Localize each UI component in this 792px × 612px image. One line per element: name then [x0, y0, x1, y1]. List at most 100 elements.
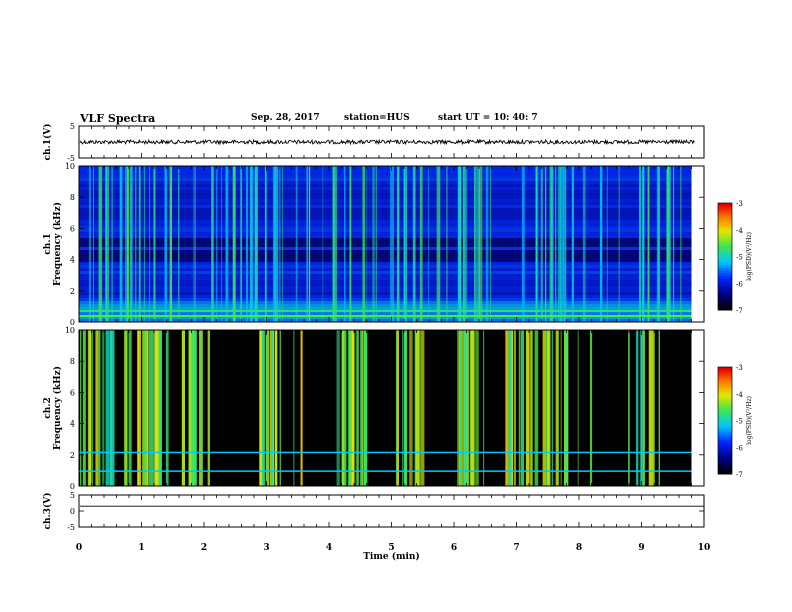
sferic-line — [428, 166, 429, 322]
colorbar-cell — [718, 409, 732, 413]
frequency-band — [79, 247, 692, 250]
sferic-line — [446, 166, 448, 322]
frequency-band — [79, 184, 692, 187]
colorbar-cell — [718, 219, 732, 223]
colorbar-cell — [718, 391, 732, 395]
burst-line — [341, 330, 345, 486]
colorbar-cell — [718, 399, 732, 403]
sferic-line — [240, 166, 243, 322]
sferic-line — [618, 166, 620, 322]
sferic-line — [143, 166, 145, 322]
spectrogram-empty-area — [691, 166, 704, 322]
sferic-line — [485, 166, 489, 322]
colorbar-cell — [718, 407, 732, 411]
panel-3-ylabel-line2: Frequency (kHz) — [52, 366, 63, 450]
y-tick-label: 0 — [70, 507, 75, 516]
colorbar-tick-label: -5 — [736, 254, 743, 262]
colorbar-cell — [718, 285, 732, 290]
panel-3-spectrogram — [79, 330, 704, 486]
burst-line — [91, 330, 93, 486]
burst-line — [636, 330, 639, 486]
sferic-line — [216, 166, 218, 322]
frequency-band — [79, 232, 692, 235]
burst-line — [404, 330, 407, 486]
burst-line — [530, 330, 533, 486]
y-tick-label: -5 — [67, 154, 75, 163]
burst-line — [149, 330, 153, 486]
x-tick-label: 10 — [698, 543, 711, 553]
sferic-line — [232, 166, 236, 322]
frequency-band — [79, 229, 692, 232]
burst-line — [518, 330, 521, 486]
burst-line — [396, 330, 400, 486]
colorbar-2: -3 -4 -5 -6 -7 log(PSD)(V²/Hz) — [717, 364, 753, 479]
y-tick-label: 5 — [70, 122, 75, 131]
burst-line — [363, 330, 368, 486]
sferic-line — [276, 166, 279, 322]
colorbar-cell — [718, 299, 732, 303]
sferic-line — [642, 166, 645, 322]
sferic-line — [571, 166, 574, 322]
sferic-line — [558, 166, 561, 322]
colorbar-cell — [718, 383, 732, 387]
colorbar-cell — [718, 433, 732, 438]
burst-line — [99, 330, 101, 486]
burst-line — [508, 330, 512, 486]
frequency-band — [79, 175, 692, 178]
burst-line — [403, 330, 405, 486]
colorbar-cell — [718, 369, 732, 373]
sferic-line — [457, 166, 461, 322]
sferic-line — [194, 166, 196, 322]
sferic-line — [282, 166, 284, 322]
burst-line — [105, 330, 110, 486]
colorbar-cell — [718, 203, 732, 207]
burst-line — [87, 330, 92, 486]
low-freq-line — [79, 310, 692, 312]
sferic-line — [522, 166, 525, 322]
sferic-line — [490, 166, 491, 322]
sferic-line — [545, 166, 547, 322]
sferic-line — [164, 166, 168, 322]
sferic-line — [464, 166, 468, 322]
burst-line — [653, 330, 655, 486]
x-tick-label: 9 — [638, 543, 644, 553]
frequency-band — [79, 256, 692, 259]
burst-line — [401, 330, 403, 486]
colorbar-cell — [718, 304, 732, 308]
panel-2-ylabel-line1: ch.1 — [43, 233, 53, 254]
colorbar-cell — [718, 452, 732, 456]
burst-line — [336, 330, 340, 486]
frequency-band — [79, 208, 692, 211]
frequency-band — [79, 298, 692, 301]
burst-line — [355, 330, 358, 486]
sferic-line — [463, 166, 466, 322]
frequency-band — [79, 292, 692, 295]
y-tick-label: 8 — [70, 357, 75, 366]
colorbar-cell — [718, 293, 732, 298]
colorbar-cell — [718, 251, 732, 255]
frequency-band — [79, 223, 692, 226]
sferic-line — [638, 166, 642, 322]
sferic-line — [273, 166, 277, 322]
frequency-band — [79, 301, 692, 304]
burst-line — [556, 330, 559, 486]
sferic-line — [462, 166, 464, 322]
colorbar-frame — [717, 366, 733, 475]
colorbar-cell — [718, 468, 732, 472]
burst-line — [137, 330, 140, 486]
burst-line — [527, 330, 530, 486]
colorbar-cell — [718, 243, 732, 247]
frequency-band — [79, 280, 692, 283]
burst-line — [269, 330, 272, 486]
x-tick-label: 7 — [513, 543, 519, 553]
sferic-line — [362, 166, 365, 322]
burst-line — [418, 330, 421, 486]
colorbar-cell — [718, 213, 732, 217]
burst-line — [395, 330, 398, 486]
burst-line — [511, 330, 513, 486]
colorbar-cell — [718, 259, 732, 263]
burst-line — [139, 330, 141, 486]
y-tick-label: 6 — [70, 224, 75, 233]
colorbar-cell — [718, 232, 732, 236]
sferic-line — [562, 166, 564, 322]
